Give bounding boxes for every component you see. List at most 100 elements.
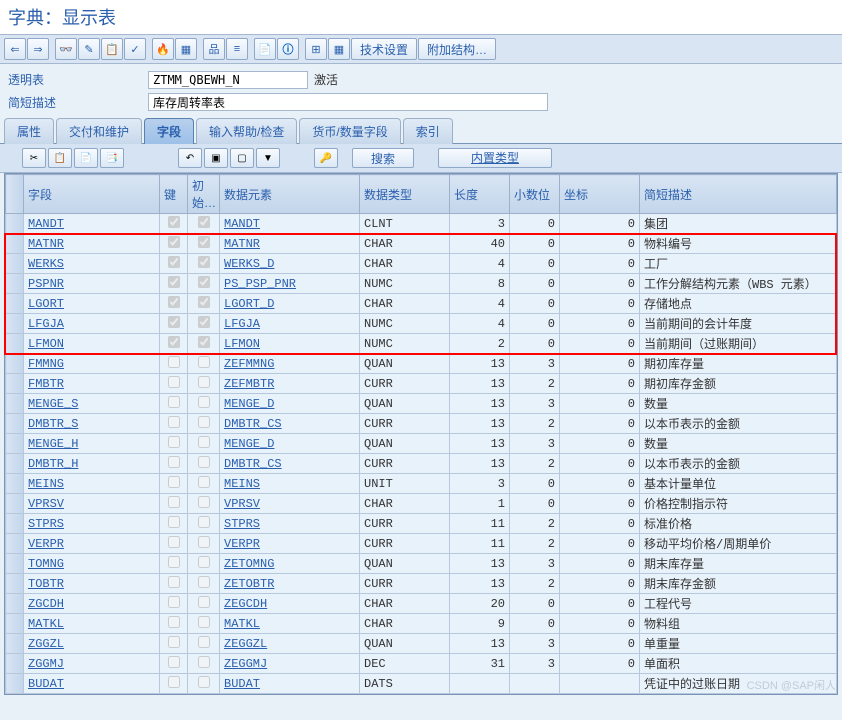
contents-icon[interactable]: ▦ bbox=[328, 38, 350, 60]
field-link[interactable]: MATNR bbox=[28, 237, 64, 251]
key-checkbox[interactable] bbox=[168, 536, 180, 548]
tab-2[interactable]: 字段 bbox=[144, 118, 194, 144]
col-header[interactable] bbox=[6, 175, 24, 214]
key-checkbox[interactable] bbox=[168, 516, 180, 528]
hierarchy-icon[interactable]: 品 bbox=[203, 38, 225, 60]
key-checkbox[interactable] bbox=[168, 436, 180, 448]
select-all-icon[interactable]: ▣ bbox=[204, 148, 228, 168]
init-checkbox[interactable] bbox=[198, 676, 210, 688]
init-checkbox[interactable] bbox=[198, 236, 210, 248]
other-icon[interactable]: 📋 bbox=[101, 38, 123, 60]
field-link[interactable]: BUDAT bbox=[28, 677, 64, 691]
col-header[interactable]: 键 bbox=[160, 175, 188, 214]
field-link[interactable]: TOMNG bbox=[28, 557, 64, 571]
elem-link[interactable]: WERKS_D bbox=[224, 257, 274, 271]
field-link[interactable]: TOBTR bbox=[28, 577, 64, 591]
init-checkbox[interactable] bbox=[198, 596, 210, 608]
init-checkbox[interactable] bbox=[198, 416, 210, 428]
field-link[interactable]: MATKL bbox=[28, 617, 64, 631]
field-link[interactable]: VERPR bbox=[28, 537, 64, 551]
edit-icon[interactable]: ✎ bbox=[78, 38, 100, 60]
elem-link[interactable]: ZEGCDH bbox=[224, 597, 267, 611]
field-link[interactable]: DMBTR_H bbox=[28, 457, 78, 471]
col-header[interactable]: 长度 bbox=[450, 175, 510, 214]
elem-link[interactable]: BUDAT bbox=[224, 677, 260, 691]
init-checkbox[interactable] bbox=[198, 356, 210, 368]
init-checkbox[interactable] bbox=[198, 456, 210, 468]
field-link[interactable]: PSPNR bbox=[28, 277, 64, 291]
field-link[interactable]: FMBTR bbox=[28, 377, 64, 391]
init-checkbox[interactable] bbox=[198, 316, 210, 328]
elem-link[interactable]: DMBTR_CS bbox=[224, 457, 282, 471]
elem-link[interactable]: ZEFMMNG bbox=[224, 357, 274, 371]
list-icon[interactable]: ≡ bbox=[226, 38, 248, 60]
field-link[interactable]: LFMON bbox=[28, 337, 64, 351]
init-checkbox[interactable] bbox=[198, 336, 210, 348]
init-checkbox[interactable] bbox=[198, 256, 210, 268]
init-checkbox[interactable] bbox=[198, 216, 210, 228]
info-icon[interactable]: ⓘ bbox=[277, 38, 299, 60]
key-checkbox[interactable] bbox=[168, 476, 180, 488]
where-used-icon[interactable]: ▦ bbox=[175, 38, 197, 60]
elem-link[interactable]: LGORT_D bbox=[224, 297, 274, 311]
elem-link[interactable]: MANDT bbox=[224, 217, 260, 231]
init-checkbox[interactable] bbox=[198, 556, 210, 568]
elem-link[interactable]: MATNR bbox=[224, 237, 260, 251]
key-checkbox[interactable] bbox=[168, 216, 180, 228]
init-checkbox[interactable] bbox=[198, 376, 210, 388]
key-checkbox[interactable] bbox=[168, 496, 180, 508]
elem-link[interactable]: LFMON bbox=[224, 337, 260, 351]
init-checkbox[interactable] bbox=[198, 576, 210, 588]
elem-link[interactable]: MENGE_D bbox=[224, 397, 274, 411]
init-checkbox[interactable] bbox=[198, 276, 210, 288]
field-link[interactable]: ZGCDH bbox=[28, 597, 64, 611]
key-checkbox[interactable] bbox=[168, 416, 180, 428]
field-link[interactable]: ZGGZL bbox=[28, 637, 64, 651]
key-checkbox[interactable] bbox=[168, 356, 180, 368]
col-header[interactable]: 数据类型 bbox=[360, 175, 450, 214]
field-link[interactable]: MEINS bbox=[28, 477, 64, 491]
col-header[interactable]: 初始… bbox=[188, 175, 220, 214]
expand-icon[interactable]: ▼ bbox=[256, 148, 280, 168]
append-struct-button[interactable]: 附加结构… bbox=[418, 38, 496, 60]
key-checkbox[interactable] bbox=[168, 596, 180, 608]
key-checkbox[interactable] bbox=[168, 336, 180, 348]
key-checkbox[interactable] bbox=[168, 636, 180, 648]
elem-link[interactable]: ZEFMBTR bbox=[224, 377, 274, 391]
key-checkbox[interactable] bbox=[168, 676, 180, 688]
elem-link[interactable]: PS_PSP_PNR bbox=[224, 277, 296, 291]
key-checkbox[interactable] bbox=[168, 556, 180, 568]
graphic-icon[interactable]: ⊞ bbox=[305, 38, 327, 60]
table-name-input[interactable] bbox=[148, 71, 308, 89]
key-checkbox[interactable] bbox=[168, 656, 180, 668]
docs-icon[interactable]: 📄 bbox=[254, 38, 276, 60]
init-checkbox[interactable] bbox=[198, 636, 210, 648]
elem-link[interactable]: ZETOBTR bbox=[224, 577, 274, 591]
elem-link[interactable]: MEINS bbox=[224, 477, 260, 491]
elem-link[interactable]: STPRS bbox=[224, 517, 260, 531]
builtin-type-button[interactable]: 内置类型 bbox=[438, 148, 552, 168]
check-icon[interactable]: ✓ bbox=[124, 38, 146, 60]
key-icon[interactable]: 🔑 bbox=[314, 148, 338, 168]
init-checkbox[interactable] bbox=[198, 396, 210, 408]
undo-icon[interactable]: ↶ bbox=[178, 148, 202, 168]
field-link[interactable]: VPRSV bbox=[28, 497, 64, 511]
tab-0[interactable]: 属性 bbox=[4, 118, 54, 144]
elem-link[interactable]: ZEGGZL bbox=[224, 637, 267, 651]
init-checkbox[interactable] bbox=[198, 496, 210, 508]
key-checkbox[interactable] bbox=[168, 276, 180, 288]
field-link[interactable]: STPRS bbox=[28, 517, 64, 531]
init-checkbox[interactable] bbox=[198, 656, 210, 668]
elem-link[interactable]: ZEGGMJ bbox=[224, 657, 267, 671]
tab-5[interactable]: 索引 bbox=[403, 118, 453, 144]
col-header[interactable]: 坐标 bbox=[560, 175, 640, 214]
key-checkbox[interactable] bbox=[168, 296, 180, 308]
col-header[interactable]: 数据元素 bbox=[220, 175, 360, 214]
field-link[interactable]: FMMNG bbox=[28, 357, 64, 371]
init-checkbox[interactable] bbox=[198, 516, 210, 528]
init-checkbox[interactable] bbox=[198, 536, 210, 548]
desc-input[interactable] bbox=[148, 93, 548, 111]
field-link[interactable]: DMBTR_S bbox=[28, 417, 78, 431]
field-link[interactable]: LGORT bbox=[28, 297, 64, 311]
activate-icon[interactable]: 🔥 bbox=[152, 38, 174, 60]
